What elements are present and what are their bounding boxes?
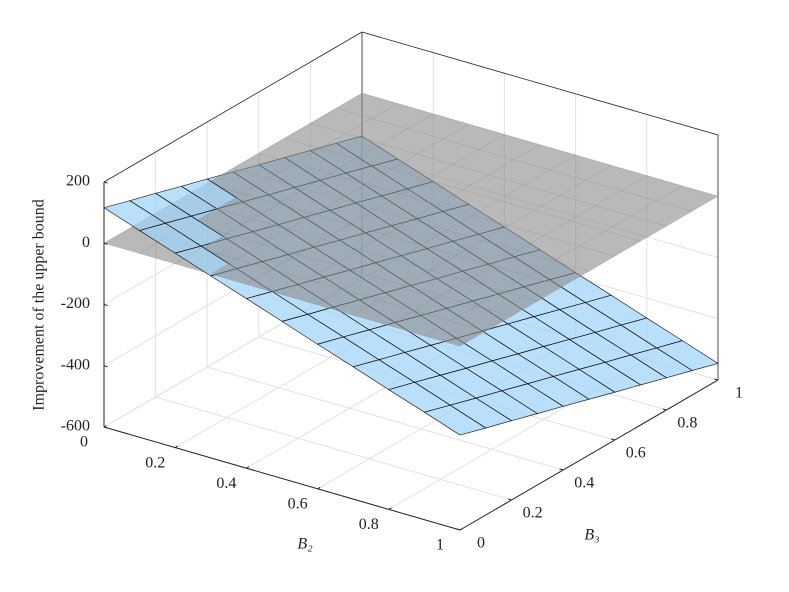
x-axis xyxy=(103,426,461,531)
x-tick xyxy=(246,466,250,469)
z-tick-label: -600 xyxy=(61,418,90,435)
z-tick-label: 200 xyxy=(66,173,90,190)
x-tick-label: 0.6 xyxy=(288,495,308,512)
z-tick-label: -200 xyxy=(61,295,90,312)
x-tick-label: 0 xyxy=(80,434,88,451)
box-edge xyxy=(361,31,719,136)
y-tick xyxy=(559,468,564,471)
z-tick xyxy=(103,365,108,368)
y-tick-label: 0.8 xyxy=(677,415,697,432)
y-tick-label: 0.6 xyxy=(626,445,646,462)
y-tick xyxy=(456,528,461,531)
x-tick xyxy=(459,528,463,531)
y-tick-label: 0 xyxy=(477,535,485,552)
x-tick-label: 1 xyxy=(436,537,444,554)
plane-patch xyxy=(424,320,486,347)
z-tick xyxy=(103,304,108,306)
x-axis-label: B₂ xyxy=(297,536,313,553)
y-tick xyxy=(611,438,615,441)
z-tick xyxy=(103,181,108,184)
z-tick xyxy=(103,242,108,245)
x-tick-label: 0.4 xyxy=(216,475,236,492)
z-tick-label: 0 xyxy=(82,234,90,251)
x-tick xyxy=(388,507,392,510)
y-tick-label: 0.2 xyxy=(523,505,543,522)
z-tick xyxy=(103,426,108,429)
x-tick xyxy=(317,486,321,490)
z-tick-label: -400 xyxy=(61,356,90,373)
grid-line xyxy=(155,396,512,501)
x-tick xyxy=(174,445,179,449)
grid-line xyxy=(207,366,564,471)
y-tick xyxy=(662,408,667,411)
y-tick-label: 1 xyxy=(735,385,743,402)
y-axis xyxy=(459,379,719,531)
x-tick-label: 0.2 xyxy=(145,454,165,471)
y-axis-label: B₃ xyxy=(584,527,599,544)
surface-patch xyxy=(424,404,487,436)
box-edge xyxy=(103,31,363,183)
y-tick xyxy=(507,498,512,501)
y-tick xyxy=(714,378,719,381)
x-tick-label: 0.8 xyxy=(359,516,379,533)
z-axis-label: Improvement of the upper bound xyxy=(31,199,48,411)
y-tick-label: 0.4 xyxy=(574,475,594,492)
